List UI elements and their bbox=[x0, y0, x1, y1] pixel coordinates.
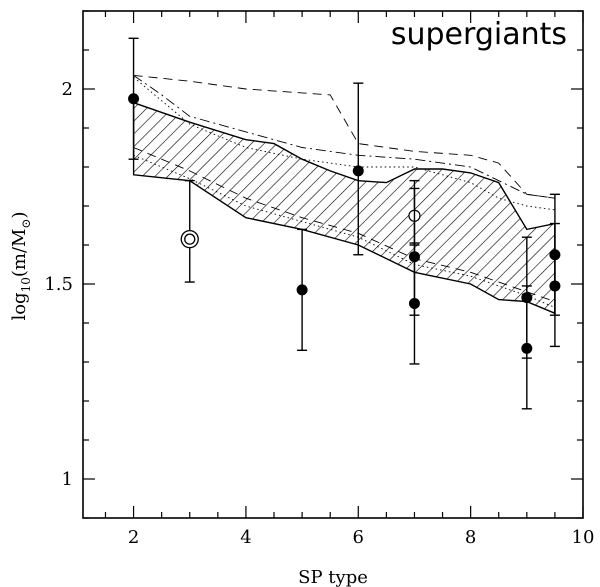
chart-title: supergiants bbox=[391, 17, 567, 52]
band-hatched-area bbox=[132, 101, 556, 315]
data-point-3 bbox=[352, 165, 364, 177]
x-tick-label: 8 bbox=[465, 527, 476, 548]
data-point-2 bbox=[296, 284, 308, 296]
series-line-1 bbox=[133, 75, 555, 199]
x-axis-label: SP type bbox=[298, 567, 368, 587]
y-label-sun-symbol: ⊙ bbox=[19, 218, 33, 228]
x-tick-label: 6 bbox=[353, 527, 364, 548]
data-point-1 bbox=[180, 229, 199, 249]
y-label-body: (m/M bbox=[9, 229, 30, 278]
model-band-layer bbox=[132, 101, 556, 315]
series-line-0 bbox=[133, 74, 555, 199]
data-point-0 bbox=[128, 93, 140, 105]
y-tick-label: 1.5 bbox=[44, 274, 73, 295]
y-label-subscript: 10 bbox=[19, 277, 33, 292]
data-point-inner-1 bbox=[184, 233, 196, 245]
y-tick-label: 2 bbox=[62, 79, 73, 100]
data-point-8 bbox=[521, 342, 533, 354]
y-axis-label: log10(m/M⊙) bbox=[9, 211, 33, 320]
x-tick-label: 2 bbox=[128, 527, 139, 548]
x-tick-label: 10 bbox=[572, 527, 595, 548]
y-label-log: log bbox=[9, 292, 30, 320]
data-point-6 bbox=[408, 298, 420, 309]
data-point-10 bbox=[549, 280, 561, 292]
x-tick-label: 4 bbox=[240, 527, 251, 548]
plot-frame bbox=[82, 10, 584, 519]
y-label-close: ) bbox=[9, 211, 30, 218]
y-tick-label: 1 bbox=[62, 469, 73, 490]
data-points-layer bbox=[128, 37, 561, 410]
